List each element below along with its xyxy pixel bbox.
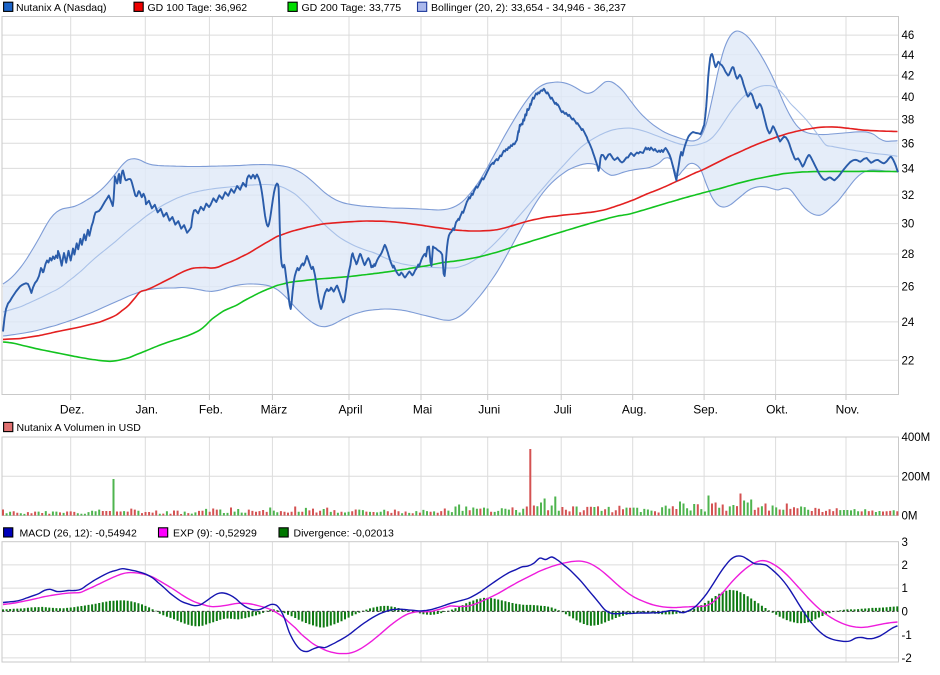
svg-text:2: 2: [902, 560, 908, 572]
svg-text:200M: 200M: [902, 471, 931, 483]
svg-text:Okt.: Okt.: [766, 403, 788, 417]
svg-text:-1: -1: [902, 630, 912, 642]
svg-text:Feb.: Feb.: [199, 403, 223, 417]
svg-text:Jan.: Jan.: [135, 403, 158, 417]
svg-text:28: 28: [902, 249, 915, 261]
svg-text:34: 34: [902, 164, 915, 176]
svg-text:0: 0: [902, 607, 908, 619]
svg-text:44: 44: [902, 50, 915, 62]
svg-text:Nutanix A Volumen in USD: Nutanix A Volumen in USD: [17, 422, 142, 434]
svg-text:April: April: [338, 403, 362, 417]
svg-text:EXP (9): -0,52929: EXP (9): -0,52929: [173, 527, 257, 539]
svg-text:40: 40: [902, 92, 915, 104]
svg-text:GD 100 Tage: 36,962: GD 100 Tage: 36,962: [148, 2, 248, 14]
svg-text:36: 36: [902, 138, 915, 150]
svg-text:46: 46: [902, 30, 915, 42]
svg-text:Aug.: Aug.: [622, 403, 647, 417]
svg-text:Mai: Mai: [413, 403, 432, 417]
svg-text:März: März: [261, 403, 288, 417]
svg-text:22: 22: [902, 355, 915, 367]
svg-text:Divergence: -0,02013: Divergence: -0,02013: [294, 527, 395, 539]
svg-text:0M: 0M: [902, 511, 918, 523]
svg-text:Juni: Juni: [478, 403, 500, 417]
svg-text:-2: -2: [902, 653, 912, 665]
svg-text:30: 30: [902, 219, 915, 231]
svg-text:32: 32: [902, 190, 915, 202]
svg-text:24: 24: [902, 317, 915, 329]
svg-text:Dez.: Dez.: [60, 403, 85, 417]
svg-text:3: 3: [902, 537, 908, 549]
svg-text:Nov.: Nov.: [836, 403, 860, 417]
svg-text:Juli: Juli: [554, 403, 572, 417]
svg-text:GD 200 Tage: 33,775: GD 200 Tage: 33,775: [302, 2, 402, 14]
svg-text:1: 1: [902, 583, 908, 595]
svg-text:Sep.: Sep.: [693, 403, 718, 417]
svg-text:Bollinger (20, 2): 33,654 - 34: Bollinger (20, 2): 33,654 - 34,946 - 36,…: [431, 2, 626, 14]
svg-text:Nutanix A (Nasdaq): Nutanix A (Nasdaq): [16, 2, 106, 14]
svg-text:38: 38: [902, 115, 915, 127]
svg-text:MACD (26, 12): -0,54942: MACD (26, 12): -0,54942: [20, 527, 137, 539]
svg-text:42: 42: [902, 70, 915, 82]
svg-text:400M: 400M: [902, 432, 931, 444]
svg-text:26: 26: [902, 282, 915, 294]
